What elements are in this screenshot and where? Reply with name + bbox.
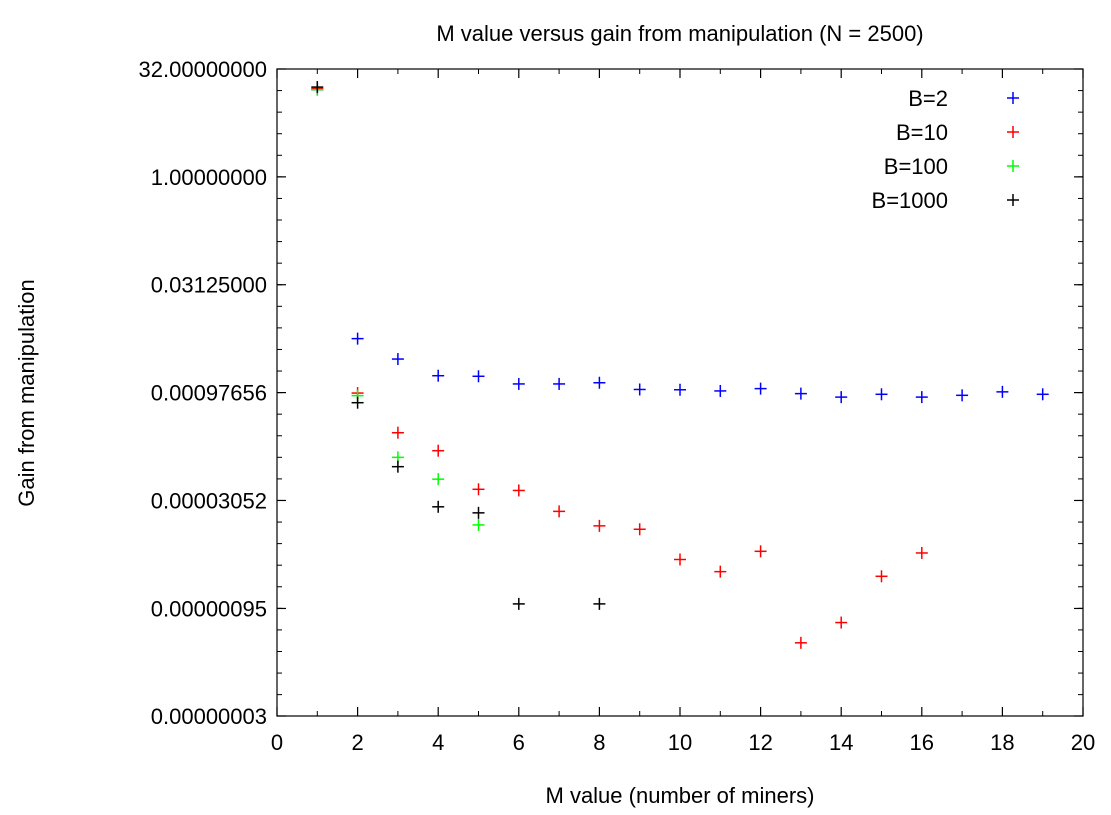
legend-label: B=10 bbox=[896, 120, 948, 145]
y-tick-label: 0.00000003 bbox=[151, 704, 267, 729]
x-axis-ticks bbox=[276, 69, 1084, 716]
data-point bbox=[674, 553, 686, 566]
x-tick-label: 14 bbox=[829, 730, 853, 755]
data-point bbox=[835, 391, 848, 404]
data-point bbox=[714, 565, 727, 578]
data-point bbox=[875, 570, 888, 583]
data-point bbox=[553, 505, 566, 518]
x-tick-label: 12 bbox=[748, 730, 772, 755]
data-point bbox=[835, 616, 848, 629]
legend-label: B=1000 bbox=[872, 188, 948, 213]
data-point bbox=[472, 506, 485, 519]
data-point bbox=[875, 388, 888, 401]
data-point bbox=[472, 483, 485, 496]
y-tick-label: 0.00097656 bbox=[151, 381, 267, 406]
x-tick-label: 10 bbox=[668, 730, 692, 755]
data-point bbox=[512, 597, 525, 610]
legend-label: B=2 bbox=[908, 86, 948, 111]
legend-marker bbox=[1007, 160, 1019, 172]
data-point bbox=[432, 473, 445, 486]
legend-item: B=2 bbox=[908, 86, 1019, 111]
data-point bbox=[472, 518, 485, 531]
data-point bbox=[754, 382, 767, 395]
x-axis-title: M value (number of miners) bbox=[546, 783, 815, 808]
data-point bbox=[553, 377, 566, 390]
data-point bbox=[432, 369, 445, 382]
legend-item: B=1000 bbox=[872, 188, 1019, 213]
y-tick-label: 32.00000000 bbox=[139, 57, 267, 82]
y-axis-ticks bbox=[277, 68, 1083, 717]
series-b-1000 bbox=[311, 81, 606, 610]
data-point bbox=[391, 426, 404, 439]
y-axis-tick-labels: 0.00000003 0.00000095 0.00003052 0.00097656… bbox=[139, 57, 267, 729]
data-point bbox=[512, 377, 525, 390]
data-point bbox=[593, 519, 606, 532]
data-point bbox=[714, 384, 727, 397]
x-tick-label: 16 bbox=[910, 730, 934, 755]
data-point bbox=[351, 396, 364, 409]
legend-item: B=10 bbox=[896, 120, 1019, 145]
data-point bbox=[432, 500, 445, 513]
data-point bbox=[633, 383, 646, 396]
data-point bbox=[311, 81, 324, 94]
data-point bbox=[674, 383, 686, 396]
x-axis-tick-labels: 0 2 4 6 8 10 12 14 16 18 20 bbox=[271, 730, 1095, 755]
data-series bbox=[311, 81, 1049, 649]
legend: B=2 B=10 B=100 B=1000 bbox=[872, 86, 1019, 213]
data-point bbox=[472, 370, 485, 383]
data-point bbox=[593, 376, 606, 389]
data-point bbox=[512, 484, 525, 497]
y-tick-label: 0.03125000 bbox=[151, 273, 267, 298]
data-point bbox=[432, 444, 445, 457]
data-point bbox=[391, 353, 404, 366]
y-tick-label: 1.00000000 bbox=[151, 165, 267, 190]
data-point bbox=[633, 523, 646, 536]
y-axis-title: Gain from manipulation bbox=[14, 279, 39, 506]
data-point bbox=[794, 636, 807, 649]
legend-marker bbox=[1007, 92, 1019, 104]
series-b-10 bbox=[311, 82, 928, 649]
data-point bbox=[1036, 388, 1049, 401]
data-point bbox=[996, 385, 1009, 398]
legend-label: B=100 bbox=[884, 154, 948, 179]
data-point bbox=[794, 387, 807, 400]
x-tick-label: 0 bbox=[271, 730, 283, 755]
x-tick-label: 8 bbox=[593, 730, 605, 755]
data-point bbox=[593, 597, 606, 610]
data-point bbox=[915, 546, 928, 559]
legend-marker bbox=[1007, 194, 1019, 206]
data-point bbox=[351, 332, 364, 345]
data-point bbox=[391, 460, 404, 473]
series-b-100 bbox=[311, 83, 485, 531]
x-tick-label: 6 bbox=[513, 730, 525, 755]
x-tick-label: 2 bbox=[351, 730, 363, 755]
chart-title: M value versus gain from manipulation (N… bbox=[436, 21, 923, 46]
data-point bbox=[956, 389, 969, 402]
y-tick-label: 0.00003052 bbox=[151, 488, 267, 513]
x-tick-label: 20 bbox=[1071, 730, 1095, 755]
legend-item: B=100 bbox=[884, 154, 1019, 179]
data-point bbox=[915, 391, 928, 404]
legend-marker bbox=[1007, 126, 1019, 138]
x-tick-label: 18 bbox=[990, 730, 1014, 755]
x-tick-label: 4 bbox=[432, 730, 444, 755]
y-tick-label: 0.00000095 bbox=[151, 596, 267, 621]
data-point bbox=[754, 545, 767, 558]
